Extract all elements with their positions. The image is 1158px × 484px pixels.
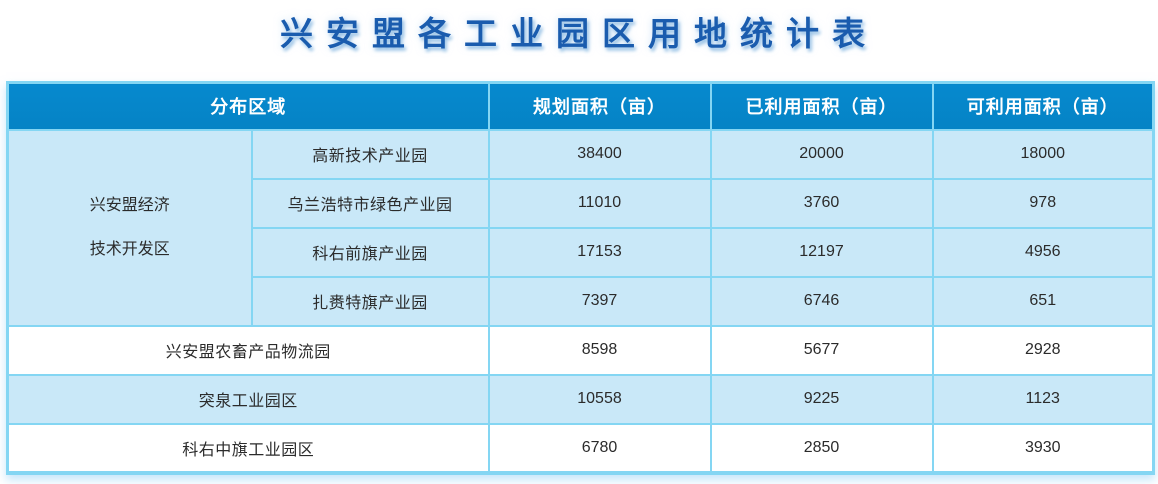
- page-title: 兴安盟各工业园区用地统计表: [280, 15, 878, 52]
- table-row: 突泉工业园区 10558 9225 1123: [6, 373, 1155, 425]
- used-area-cell: 12197: [709, 226, 934, 278]
- table-body: 兴安盟经济 技术开发区 高新技术产业园 38400 20000 18000 乌兰…: [6, 128, 1155, 475]
- used-area-cell: 9225: [709, 373, 934, 425]
- available-area-cell: 651: [931, 275, 1155, 327]
- col-header-available-area: 可利用面积（亩）: [931, 81, 1155, 131]
- planned-area-cell: 8598: [487, 324, 712, 376]
- planned-area-cell: 6780: [487, 422, 712, 475]
- planned-area-cell: 17153: [487, 226, 712, 278]
- park-name-cell: 扎赉特旗产业园: [250, 275, 490, 327]
- available-area-cell: 4956: [931, 226, 1155, 278]
- region-group-line2: 技术开发区: [89, 240, 170, 258]
- planned-area-cell: 38400: [487, 128, 712, 180]
- land-use-table: 分布区域 规划面积（亩） 已利用面积（亩） 可利用面积（亩） 兴安盟经济 技术开…: [6, 81, 1155, 475]
- available-area-cell: 1123: [931, 373, 1155, 425]
- table-row: 扎赉特旗产业园 7397 6746 651: [8, 275, 1155, 327]
- col-header-region: 分布区域: [6, 81, 490, 131]
- planned-area-cell: 11010: [487, 177, 712, 229]
- park-name-cell: 科右前旗产业园: [250, 226, 490, 278]
- used-area-cell: 6746: [709, 275, 934, 327]
- planned-area-cell: 7397: [487, 275, 712, 327]
- table-row: 兴安盟农畜产品物流园 8598 5677 2928: [6, 324, 1155, 376]
- available-area-cell: 2928: [931, 324, 1155, 376]
- used-area-cell: 3760: [709, 177, 934, 229]
- used-area-cell: 2850: [709, 422, 934, 475]
- park-name-cell: 科右中旗工业园区: [6, 422, 490, 475]
- used-area-cell: 20000: [709, 128, 934, 180]
- region-group-line1: 兴安盟经济: [89, 196, 170, 214]
- used-area-cell: 5677: [709, 324, 934, 376]
- park-name-cell: 突泉工业园区: [6, 373, 490, 425]
- planned-area-cell: 10558: [487, 373, 712, 425]
- available-area-cell: 18000: [931, 128, 1155, 180]
- table-row: 科右中旗工业园区 6780 2850 3930: [6, 422, 1155, 475]
- table-row: 兴安盟经济 技术开发区 高新技术产业园 38400 20000 18000: [6, 128, 1155, 327]
- available-area-cell: 978: [931, 177, 1155, 229]
- col-header-used-area: 已利用面积（亩）: [709, 81, 934, 131]
- table-row: 科右前旗产业园 17153 12197 4956: [8, 226, 1155, 278]
- header-row: 分布区域 规划面积（亩） 已利用面积（亩） 可利用面积（亩）: [6, 81, 1155, 131]
- region-group-cell: 兴安盟经济 技术开发区: [6, 128, 253, 327]
- table-header: 分布区域 规划面积（亩） 已利用面积（亩） 可利用面积（亩）: [6, 81, 1155, 131]
- park-name-cell: 乌兰浩特市绿色产业园: [250, 177, 490, 229]
- park-name-cell: 兴安盟农畜产品物流园: [6, 324, 490, 376]
- page: 兴安盟各工业园区用地统计表 分布区域 规划面积（亩） 已利用面积（亩） 可利用面…: [0, 7, 1158, 484]
- park-name-cell: 高新技术产业园: [250, 128, 490, 180]
- col-header-planned-area: 规划面积（亩）: [487, 81, 712, 131]
- available-area-cell: 3930: [931, 422, 1155, 475]
- table-row: 乌兰浩特市绿色产业园 11010 3760 978: [8, 177, 1155, 229]
